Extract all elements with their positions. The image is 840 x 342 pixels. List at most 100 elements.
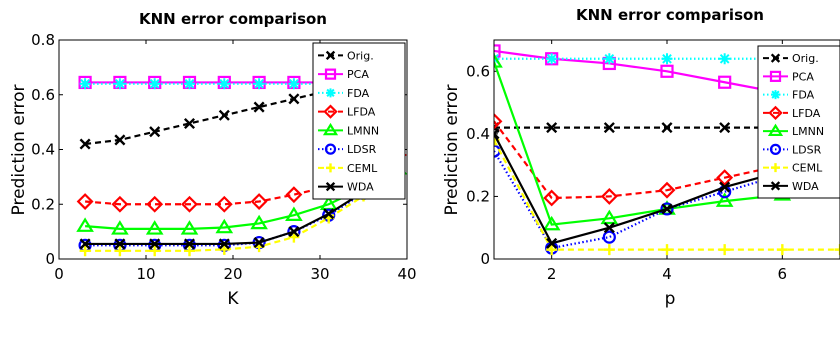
- data-point: [111, 195, 129, 213]
- data-point: [600, 209, 619, 225]
- data-point: [661, 203, 673, 215]
- data-point: [719, 122, 731, 134]
- data-point: [149, 238, 161, 250]
- legend-marker: [771, 163, 780, 173]
- chart-right-title: KNN error comparison: [576, 6, 764, 24]
- data-point: [215, 218, 234, 234]
- chart-left-legend: Orig. PCA FDA LFDA LMNN LDSR CEML WDA: [312, 42, 406, 200]
- data-point: [494, 128, 500, 140]
- data-point: [183, 117, 196, 130]
- y-tick-label: 0: [480, 250, 490, 268]
- y-tick-label: 0.4: [31, 141, 55, 159]
- chart-right-y-axis-label: Prediction error: [442, 84, 462, 215]
- x-tick-label: 2: [547, 265, 557, 283]
- legend-label: PCA: [347, 68, 369, 81]
- data-point: [542, 215, 561, 231]
- y-tick-label: 0: [45, 250, 55, 268]
- legend-label: LMNN: [347, 124, 379, 137]
- data-point: [661, 122, 673, 134]
- data-point: [253, 237, 265, 249]
- legend-marker: [324, 143, 337, 155]
- data-point: [494, 112, 503, 130]
- data-point: [250, 193, 268, 210]
- data-point: [719, 53, 731, 65]
- x-tick-label: 10: [136, 265, 155, 283]
- data-point: [218, 109, 230, 121]
- series-line: [494, 120, 840, 200]
- data-point: [546, 237, 558, 249]
- data-point: [149, 126, 161, 138]
- data-point: [184, 78, 195, 90]
- chart-left-title: KNN error comparison: [139, 10, 327, 28]
- chart-left-y-axis-label: Prediction error: [9, 84, 29, 215]
- series-wda: [79, 163, 404, 250]
- data-point: [114, 238, 126, 250]
- data-point: [660, 64, 674, 78]
- data-point: [602, 230, 616, 244]
- x-tick-label: 0: [54, 265, 64, 283]
- data-point: [114, 134, 126, 146]
- data-point: [253, 101, 265, 113]
- y-tick-label: 0.6: [466, 62, 490, 80]
- data-point: [323, 208, 335, 220]
- data-point: [184, 245, 195, 257]
- data-point: [719, 244, 731, 256]
- data-point: [79, 78, 91, 90]
- x-tick-label: 4: [662, 265, 672, 283]
- legend-label: LMNN: [792, 125, 824, 138]
- data-point: [546, 53, 558, 65]
- data-point: [79, 245, 91, 257]
- series-line: [85, 167, 399, 246]
- data-point: [603, 53, 615, 65]
- data-point: [218, 238, 230, 250]
- data-point: [716, 169, 734, 187]
- data-point: [546, 244, 558, 256]
- y-tick-label: 0.4: [466, 125, 490, 143]
- data-point: [114, 78, 126, 90]
- data-point: [494, 44, 501, 58]
- y-tick-label: 0.2: [31, 195, 55, 213]
- data-point: [600, 187, 618, 205]
- legend-label: WDA: [347, 181, 374, 194]
- data-point: [183, 238, 196, 250]
- x-tick-label: 40: [397, 265, 416, 283]
- legend-marker: [768, 105, 783, 121]
- legend-box: [312, 42, 406, 200]
- chart-right-legend: Orig. PCA FDA LFDA LMNN LDSR CEML WDA: [757, 45, 840, 199]
- data-point: [661, 244, 673, 256]
- chart-left-x-axis-label: K: [227, 289, 239, 309]
- data-point: [543, 189, 561, 207]
- data-point: [111, 220, 129, 235]
- legend-label: CEML: [792, 162, 823, 175]
- legend-label: PCA: [792, 70, 814, 83]
- chart-right-ticks: 2 4 6 0 0.2 0.4 0.6: [466, 40, 840, 283]
- legend-box: [757, 45, 840, 199]
- series-ceml: [494, 134, 840, 256]
- data-point: [658, 181, 676, 199]
- data-point: [76, 217, 94, 232]
- legend-marker: [767, 123, 784, 137]
- legend-marker: [771, 90, 780, 100]
- chart-right-plot-frame: [493, 39, 840, 260]
- data-point: [285, 206, 303, 221]
- data-point: [661, 53, 673, 65]
- data-point: [494, 53, 503, 68]
- chart-left-plot-frame: [58, 39, 408, 260]
- legend-label: WDA: [792, 180, 819, 193]
- data-point: [776, 244, 788, 256]
- data-point: [603, 222, 615, 234]
- chart-left-ticks: 0 10 20 30 40 0 0.2 0.4 0.6 0.8: [31, 31, 416, 283]
- legend-label: FDA: [792, 89, 815, 102]
- legend-label: FDA: [347, 87, 370, 100]
- legend-marker: [769, 143, 782, 155]
- data-point: [288, 78, 300, 90]
- legend-label: LFDA: [347, 106, 376, 119]
- legend-marker: [326, 163, 335, 173]
- chart-left: KNN error comparison Prediction error K …: [9, 10, 417, 309]
- x-tick-label: 6: [778, 265, 788, 283]
- y-tick-label: 0.6: [31, 86, 55, 104]
- data-point: [250, 214, 268, 230]
- data-point: [660, 202, 674, 216]
- y-tick-label: 0.2: [466, 187, 490, 205]
